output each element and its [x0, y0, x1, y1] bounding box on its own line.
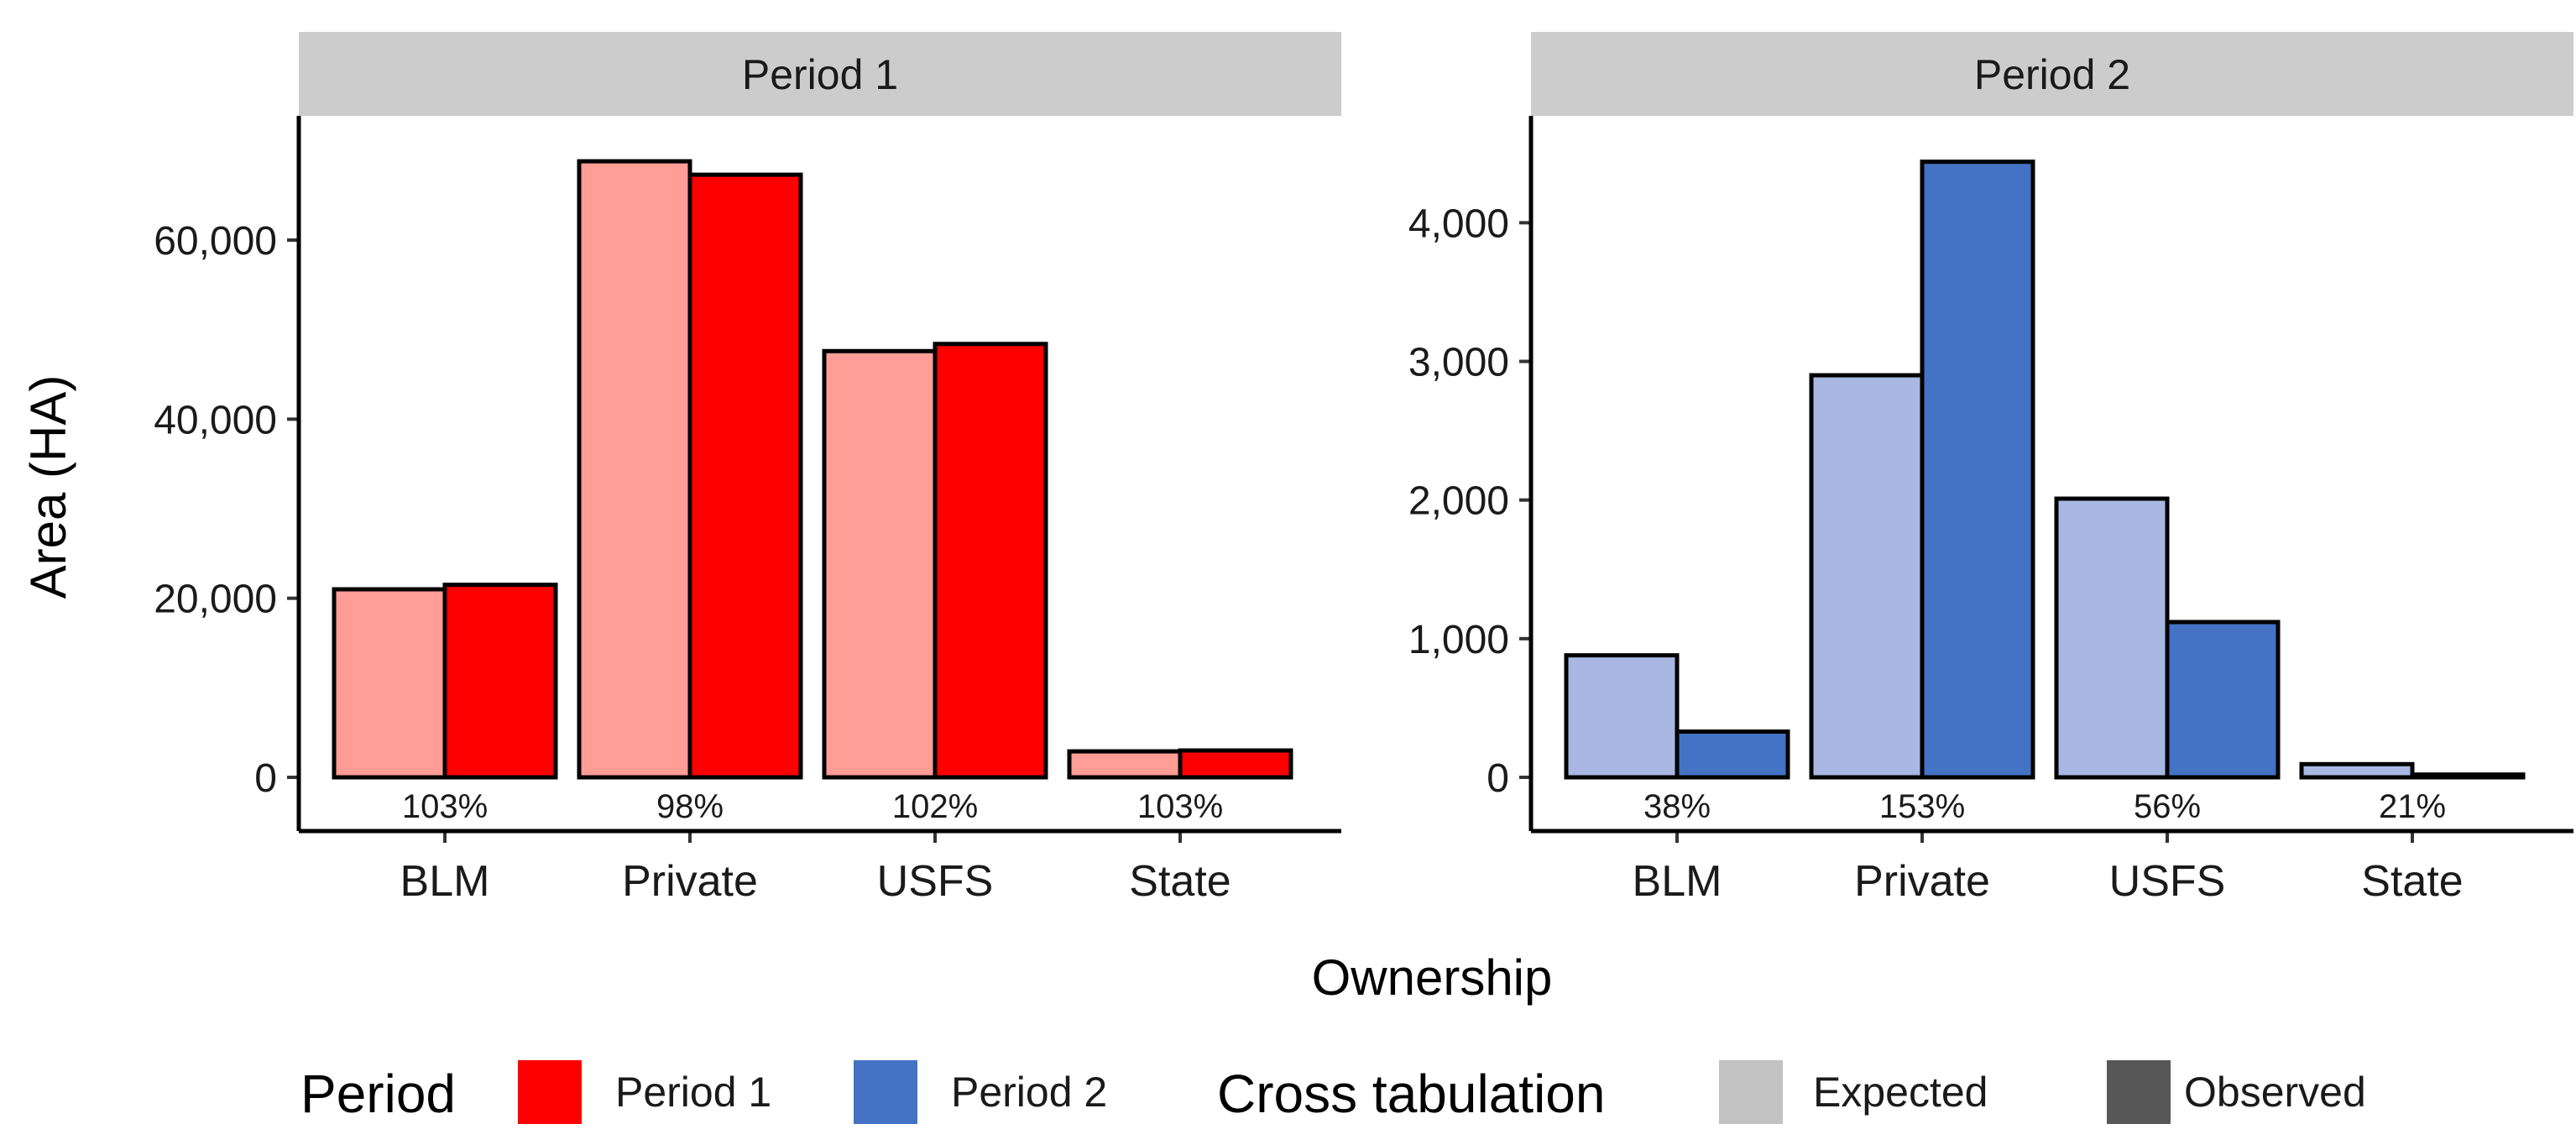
x-tick-label-private: Private [622, 857, 758, 906]
y-tick-label: 4,000 [1408, 201, 1509, 246]
legend-period-1-swatch [518, 1060, 582, 1124]
percent-label-blm: 103% [402, 788, 488, 825]
legend-period-1-label: Period 1 [615, 1069, 771, 1116]
x-tick-label-usfs: USFS [877, 857, 994, 906]
x-tick-label-blm: BLM [400, 857, 490, 906]
y-tick-label: 0 [254, 756, 277, 801]
bar-observed-state [1178, 748, 1293, 780]
panel-1-bars: 103% 98% 102% 103% [332, 159, 1293, 825]
panel-2-strip [1531, 32, 2573, 116]
legend: Period Period 1 Period 2 Cross tabulatio… [300, 1060, 2366, 1124]
bar-expected-usfs [2054, 496, 2170, 780]
panel-1-strip-title: Period 1 [742, 51, 898, 98]
percent-label-usfs: 102% [892, 788, 978, 825]
legend-expected-label: Expected [1813, 1069, 1988, 1116]
bar-expected-usfs [822, 348, 938, 780]
percent-label-private: 153% [1879, 788, 1965, 825]
x-axis-title: Ownership [1312, 949, 1553, 1006]
bar-observed-usfs [933, 342, 1048, 780]
percent-label-state: 21% [2379, 788, 2446, 825]
x-tick-label-private: Private [1854, 857, 1990, 906]
y-tick-label: 1,000 [1408, 618, 1509, 662]
legend-period-2-label: Period 2 [951, 1069, 1107, 1116]
x-tick-label-blm: BLM [1633, 857, 1722, 906]
bar-observed-blm [1675, 729, 1790, 780]
bar-expected-private [577, 159, 692, 780]
panel-2-strip-title: Period 2 [1974, 51, 2130, 98]
legend-period-2-swatch [854, 1060, 917, 1124]
y-tick-label: 40,000 [154, 398, 277, 442]
panel-1-strip [299, 32, 1341, 116]
x-tick-label-usfs: USFS [2109, 857, 2226, 906]
bar-expected-blm [332, 587, 447, 780]
panel-1-x-axis: BLM Private USFS State [400, 831, 1231, 906]
bar-observed-private [1920, 159, 2035, 780]
bar-expected-blm [1564, 653, 1680, 780]
percent-label-usfs: 56% [2134, 788, 2201, 825]
legend-observed-label: Observed [2184, 1069, 2366, 1116]
bar-expected-private [1809, 373, 1925, 780]
panel-period-2: Period 2 38% 153% 56% 21% 0 1,000 2,000 3,000 4… [1408, 32, 2573, 906]
legend-crosstab-title: Cross tabulation [1217, 1064, 1605, 1124]
y-tick-label: 3,000 [1408, 341, 1509, 385]
legend-observed-swatch [2107, 1060, 2171, 1124]
percent-label-state: 103% [1137, 788, 1223, 825]
y-tick-label: 0 [1487, 756, 1509, 801]
x-tick-label-state: State [1129, 857, 1231, 906]
y-axis-title: Area (HA) [20, 375, 76, 599]
bar-observed-blm [442, 583, 558, 780]
bar-expected-state [1067, 749, 1183, 780]
bar-expected-state [2299, 761, 2415, 780]
panel-2-x-axis: BLM Private USFS State [1633, 831, 2464, 906]
bar-observed-state [2410, 772, 2526, 780]
panel-2-bars: 38% 153% 56% 21% [1564, 159, 2526, 825]
bar-observed-usfs [2165, 620, 2281, 780]
panel-1-y-axis: 0 20,000 40,000 60,000 [154, 219, 299, 801]
panel-2-y-axis: 0 1,000 2,000 3,000 4,000 [1408, 201, 1531, 801]
bar-observed-private [687, 172, 803, 780]
x-tick-label-state: State [2361, 857, 2463, 906]
panel-period-1: Period 1 103% 98% 102% 103% 0 20,000 40,000 60… [154, 32, 1341, 906]
y-tick-label: 60,000 [154, 219, 277, 264]
y-tick-label: 20,000 [154, 578, 277, 622]
legend-period-title: Period [300, 1064, 456, 1124]
legend-expected-swatch [1719, 1060, 1783, 1124]
percent-label-blm: 38% [1643, 788, 1711, 825]
percent-label-private: 98% [656, 788, 724, 825]
y-tick-label: 2,000 [1408, 479, 1509, 524]
